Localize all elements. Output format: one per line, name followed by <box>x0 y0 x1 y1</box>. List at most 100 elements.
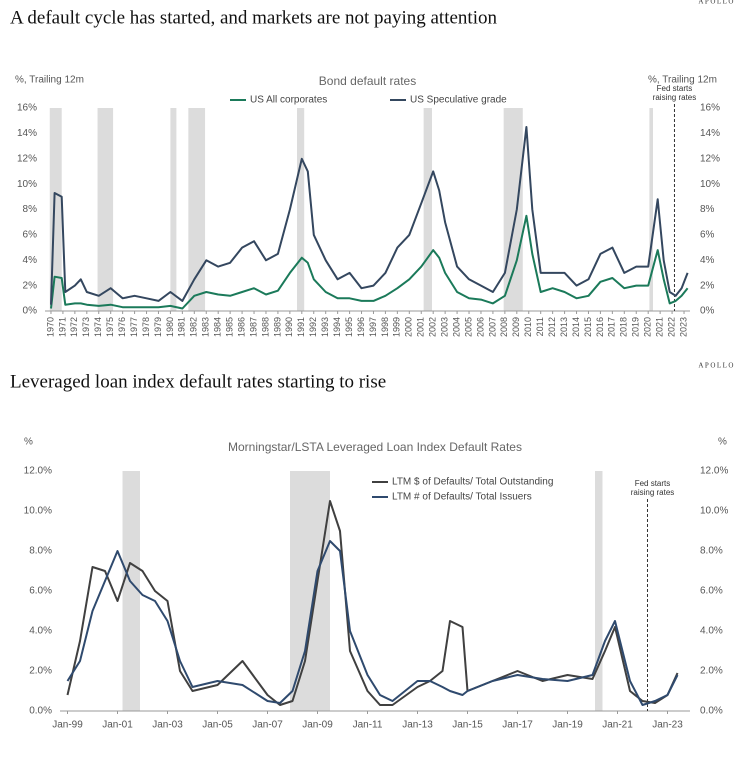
x-tick-label: 1998 <box>380 317 390 337</box>
recession-band <box>122 471 140 711</box>
x-tick-label: 1990 <box>284 317 294 337</box>
y-tick-label: 16% <box>17 103 37 114</box>
heading: Leveraged loan index default rates start… <box>10 371 386 392</box>
x-tick-label: 2004 <box>451 317 461 337</box>
fed-annotation: Fed starts raising rates <box>652 84 697 102</box>
y2-tick-label: 6% <box>700 230 715 241</box>
y-axis-label: %, Trailing 12m <box>15 75 84 86</box>
x-tick-label: Jan-17 <box>502 720 533 731</box>
x-tick-label: 2002 <box>428 317 438 337</box>
source: APOLLO <box>698 362 735 370</box>
x-tick-label: 2003 <box>440 317 450 337</box>
recession-band <box>49 108 62 311</box>
x-tick-label: 2019 <box>631 317 641 337</box>
y2-tick-label: 0.0% <box>700 706 723 717</box>
x-tick-label: 2013 <box>559 317 569 337</box>
y2-tick-label: 10% <box>700 179 720 190</box>
y2-tick-label: 16% <box>700 103 720 114</box>
series-line <box>66 500 679 706</box>
y-tick-label: 8.0% <box>29 546 52 557</box>
legend-label: US Speculative grade <box>410 95 507 106</box>
y2-tick-label: 12% <box>700 153 720 164</box>
x-tick-label: Jan-23 <box>652 720 683 731</box>
x-tick-label: 1992 <box>308 317 318 337</box>
legend-label: US All corporates <box>250 95 327 106</box>
x-tick-label: 1973 <box>81 317 91 337</box>
y-tick-label: 12% <box>17 153 37 164</box>
x-tick-label: Jan-09 <box>302 720 333 731</box>
recession-band <box>503 108 523 311</box>
x-tick-label: Jan-05 <box>202 720 233 731</box>
x-tick-label: 1997 <box>368 317 378 337</box>
x-tick-label: 2017 <box>607 317 617 337</box>
x-tick-label: 2020 <box>643 317 653 337</box>
x-tick-label: 1996 <box>356 317 366 337</box>
chart-title: Morningstar/LSTA Leveraged Loan Index De… <box>228 440 522 454</box>
recession-band <box>423 108 432 311</box>
x-tick-label: 1991 <box>296 317 306 337</box>
x-tick-label: Jan-15 <box>452 720 483 731</box>
x-tick-label: 1989 <box>272 317 282 337</box>
y2-tick-label: 14% <box>700 128 720 139</box>
x-tick-label: 2007 <box>487 317 497 337</box>
x-tick-label: 2021 <box>655 317 665 337</box>
recession-band <box>290 471 330 711</box>
recession-band <box>170 108 177 311</box>
y-tick-label: 4.0% <box>29 626 52 637</box>
x-tick-label: 1993 <box>320 317 330 337</box>
x-tick-label: 2010 <box>523 317 533 337</box>
y-tick-label: 2.0% <box>29 666 52 677</box>
y-tick-label: 12.0% <box>24 466 52 477</box>
x-tick-label: 1984 <box>213 317 223 337</box>
y2-axis-label: %, Trailing 12m <box>648 75 717 86</box>
recession-band <box>97 108 114 311</box>
x-tick-label: 1988 <box>260 317 270 337</box>
y2-tick-label: 12.0% <box>700 466 728 477</box>
x-tick-label: 1985 <box>225 317 235 337</box>
x-tick-label: Jan-11 <box>353 720 383 731</box>
x-tick-label: 2001 <box>416 317 426 337</box>
y-tick-label: 6% <box>23 230 38 241</box>
x-tick-label: 1980 <box>165 317 175 337</box>
x-tick-label: 1974 <box>93 317 103 337</box>
x-tick-label: 1972 <box>69 317 79 337</box>
x-tick-label: Jan-03 <box>152 720 183 731</box>
x-tick-label: 2008 <box>499 317 509 337</box>
y-axis-label: % <box>24 437 33 448</box>
y2-tick-label: 2% <box>700 280 715 291</box>
y-tick-label: 10.0% <box>24 506 52 517</box>
recession-band <box>297 108 305 311</box>
x-tick-label: 1999 <box>392 317 402 337</box>
x-tick-label: 1981 <box>177 317 187 337</box>
source: APOLLO <box>698 0 735 6</box>
recession-band <box>188 108 206 311</box>
fed-annotation: Fed starts raising rates <box>630 479 675 497</box>
x-tick-label: 2015 <box>583 317 593 337</box>
x-tick-label: 2000 <box>404 317 414 337</box>
y2-tick-label: 2.0% <box>700 666 723 677</box>
y-tick-label: 6.0% <box>29 586 52 597</box>
y-tick-label: 2% <box>23 280 38 291</box>
x-tick-label: Jan-99 <box>52 720 83 731</box>
x-tick-label: 1983 <box>201 317 211 337</box>
heading: A default cycle has started, and markets… <box>10 7 497 28</box>
x-tick-label: 2016 <box>595 317 605 337</box>
series-line <box>66 540 679 706</box>
y2-tick-label: 6.0% <box>700 586 723 597</box>
x-tick-label: 1971 <box>57 317 67 337</box>
x-tick-label: 2011 <box>535 317 545 336</box>
y-tick-label: 10% <box>17 179 37 190</box>
x-tick-label: 1975 <box>105 317 115 337</box>
x-tick-label: 1977 <box>129 317 139 337</box>
x-tick-label: 1987 <box>248 317 258 337</box>
y2-tick-label: 0% <box>700 306 715 317</box>
y-tick-label: 4% <box>23 255 38 266</box>
x-tick-label: 1979 <box>153 317 163 337</box>
x-tick-label: Jan-07 <box>252 720 283 731</box>
x-tick-label: 1978 <box>141 317 151 337</box>
x-tick-label: Jan-19 <box>552 720 583 731</box>
recession-band <box>649 108 653 311</box>
y-tick-label: 0% <box>23 306 38 317</box>
x-tick-label: Jan-13 <box>402 720 433 731</box>
x-tick-label: 1994 <box>332 317 342 337</box>
